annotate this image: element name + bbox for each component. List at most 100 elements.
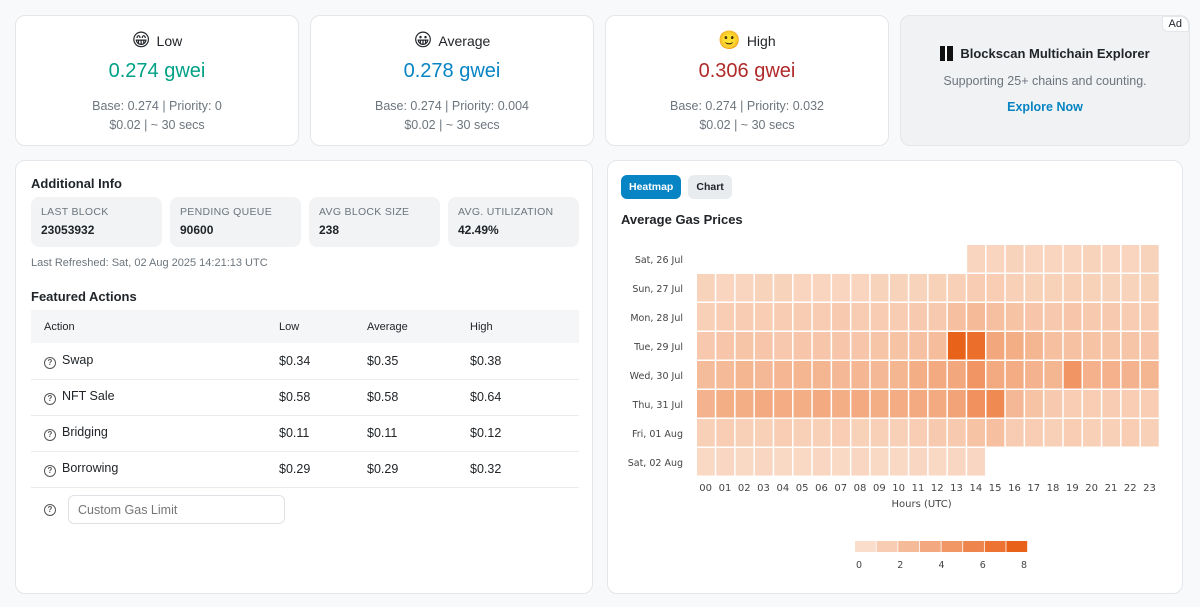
heatmap-cell xyxy=(1025,274,1043,302)
heatmap-cell xyxy=(716,448,735,476)
action-name: Swap xyxy=(62,353,94,367)
heatmap-cell xyxy=(774,332,792,360)
gas-breakdown: Base: 0.274 | Priority: 0 xyxy=(92,99,222,113)
ad-banner[interactable]: Ad Blockscan Multichain Explorer Support… xyxy=(900,15,1190,146)
custom-gas-row: ? xyxy=(44,495,285,524)
legend-swatch xyxy=(855,541,876,552)
heatmap-cell xyxy=(870,332,889,360)
heatmap-cell xyxy=(928,361,947,389)
heatmap-cell xyxy=(1044,332,1063,360)
legend-swatch xyxy=(963,541,984,552)
table-row: ? Swap $0.34 $0.35 $0.38 xyxy=(31,343,579,380)
col-action: Action xyxy=(31,310,279,343)
heatmap-cell xyxy=(774,390,792,418)
legend-tick-label: 2 xyxy=(897,560,903,571)
heatmap-cell xyxy=(1063,303,1082,331)
heatmap-cell xyxy=(947,332,966,360)
stat-label: AVG BLOCK SIZE xyxy=(319,206,410,218)
action-name: NFT Sale xyxy=(62,389,115,404)
heatmap-cell xyxy=(1140,332,1159,360)
heatmap-cell xyxy=(851,274,870,302)
custom-gas-limit-input[interactable] xyxy=(68,495,285,524)
additional-info-panel: Additional Info LAST BLOCK 23053932 PENDI… xyxy=(15,160,593,594)
heatmap-col-label: 10 xyxy=(892,483,905,494)
heatmap-col-label: 02 xyxy=(738,483,751,494)
heatmap-cell xyxy=(1005,245,1024,273)
heatmap-row-label: Sat, 02 Aug xyxy=(628,458,683,469)
heatmap-cell xyxy=(1140,361,1159,389)
heatmap-cell xyxy=(1063,390,1082,418)
heatmap-cell xyxy=(890,332,908,360)
question-icon[interactable]: ? xyxy=(44,392,56,405)
heatmap-cell xyxy=(1005,303,1024,331)
heatmap-row-label: Fri, 01 Aug xyxy=(632,429,683,440)
heatmap-cell xyxy=(1121,390,1140,418)
stat-value: 42.49% xyxy=(458,223,499,237)
heatmap-cell xyxy=(928,332,947,360)
heatmap-cell xyxy=(812,361,831,389)
explore-now-link[interactable]: Explore Now xyxy=(1007,100,1083,114)
stat-avg-utilization: AVG. UTILIZATION 42.49% xyxy=(448,197,579,247)
heatmap-cell xyxy=(774,274,792,302)
heatmap-cell xyxy=(754,419,773,447)
heatmap-cell xyxy=(1044,303,1063,331)
heatmap-cell xyxy=(793,274,812,302)
heatmap-cell xyxy=(735,390,754,418)
heatmap-cell xyxy=(890,303,908,331)
heatmap-col-label: 07 xyxy=(834,483,847,494)
heatmap-cell xyxy=(1083,332,1101,360)
heatmap-cell xyxy=(986,274,1005,302)
question-icon[interactable]: ? xyxy=(44,356,56,369)
heatmap-cell xyxy=(1025,361,1043,389)
question-icon[interactable]: ? xyxy=(44,503,56,516)
heatmap-cell xyxy=(812,274,831,302)
heatmap-cell xyxy=(967,332,985,360)
ad-tag: Ad xyxy=(1161,16,1189,32)
gas-card-average: 😀 Average 0.278 gwei Base: 0.274 | Priori… xyxy=(310,15,594,146)
heatmap-cell xyxy=(1083,419,1101,447)
heatmap-cell xyxy=(812,390,831,418)
heatmap-cell xyxy=(1025,303,1043,331)
heatmap-cell xyxy=(947,419,966,447)
col-high: High xyxy=(470,310,579,343)
heatmap-cell xyxy=(928,390,947,418)
heatmap-col-label: 05 xyxy=(796,483,809,494)
heatmap-cell xyxy=(870,419,889,447)
legend-swatch xyxy=(876,541,898,552)
stat-pending-queue: PENDING QUEUE 90600 xyxy=(170,197,301,247)
heatmap-col-label: 22 xyxy=(1124,483,1137,494)
heatmap-cell xyxy=(928,303,947,331)
legend-swatch xyxy=(941,541,963,552)
gas-breakdown: Base: 0.274 | Priority: 0.004 xyxy=(374,99,530,113)
blockscan-logo-icon xyxy=(940,46,954,61)
tab-chart[interactable]: Chart xyxy=(688,175,732,199)
legend-tick-label: 4 xyxy=(938,560,944,571)
heatmap-col-label: 03 xyxy=(757,483,770,494)
question-icon[interactable]: ? xyxy=(44,428,56,441)
heatmap-col-label: 23 xyxy=(1143,483,1156,494)
heatmap-cell xyxy=(986,361,1005,389)
heatmap-cell xyxy=(812,448,831,476)
question-icon[interactable]: ? xyxy=(44,464,56,477)
heatmap-cell xyxy=(870,303,889,331)
heatmap-cell xyxy=(1083,390,1101,418)
heatmap-cell xyxy=(1102,390,1121,418)
heatmap-cell xyxy=(1102,245,1121,273)
heatmap-row-label: Sat, 26 Jul xyxy=(635,255,683,266)
heatmap-col-label: 12 xyxy=(931,483,944,494)
heatmap-cell xyxy=(1063,332,1082,360)
heatmap-cell xyxy=(851,448,870,476)
heatmap-col-label: 11 xyxy=(912,483,925,494)
heatmap-cell xyxy=(1005,361,1024,389)
heatmap-col-label: 21 xyxy=(1105,483,1118,494)
heatmap-cell xyxy=(1121,332,1140,360)
heatmap-cell xyxy=(1102,361,1121,389)
heatmap-cell xyxy=(1083,245,1101,273)
heatmap-col-label: 08 xyxy=(854,483,867,494)
gas-card-label: Average xyxy=(438,33,491,49)
heatmap-cell xyxy=(909,390,928,418)
heatmap-cell xyxy=(1025,245,1043,273)
tab-heatmap[interactable]: Heatmap xyxy=(621,175,682,199)
legend-swatch xyxy=(1006,541,1028,552)
heatmap-cell xyxy=(890,274,908,302)
